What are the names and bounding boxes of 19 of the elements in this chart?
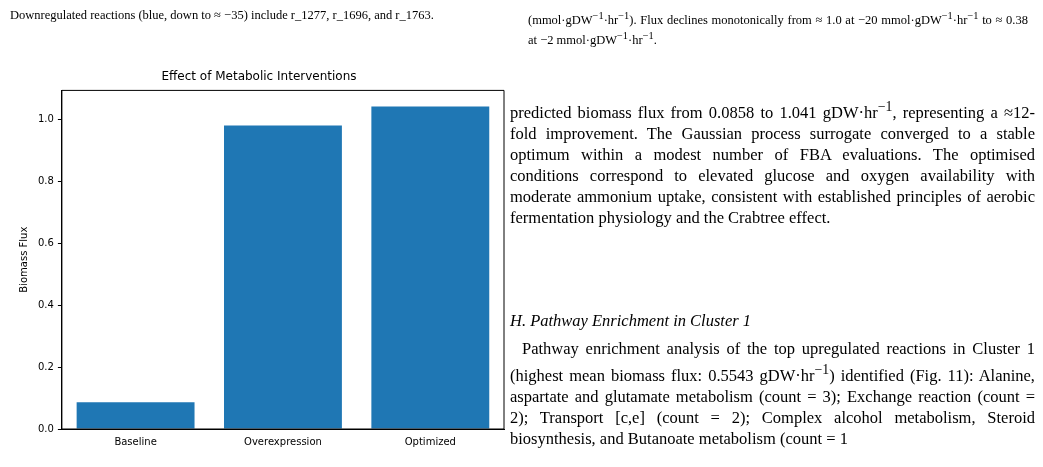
x-tick-label: Baseline [114, 435, 157, 447]
y-tick-label: 0.8 [38, 174, 54, 186]
y-tick-label: 1.0 [38, 112, 54, 124]
text: Pathway enrichment analysis of the top upregulated reactions in Cluster 1 (highest mean biomass flux: 0.5543 gDW·hr$^{−1}$) identified (Fig. 11): Alanine, aspartate and glutamate metabolism (count = 3); Exchange reaction (count = 2); Transport [c,e] (count = 2); Complex alcohol metabolism, Steroid biosynthesis, and Butanoate metabolism (count = 1 [510, 338, 1035, 449]
y-tick-label: 0.4 [38, 298, 54, 310]
text: predicted biomass flux from 0.0858 to 1.041 gDW·hr$^{−1}$, representing a ≈12-fold improvement. The Gaussian process surrogate converged to a stable optimum within a modest number of FBA evaluations. The optimised conditions correspond to elevated glucose and oxygen availability with moderate ammonium uptake, consistent with established principles of aerobic fermentation physiology and the Crabtree effect. [510, 98, 1035, 228]
chart-title: Effect of Metabolic Interventions [161, 69, 357, 84]
bar [371, 106, 490, 429]
bar [224, 125, 342, 429]
y-axis-title: Biomass Flux [17, 226, 29, 293]
text: (mmol·gDW$^{−1}$·hr$^{−1}$). Flux declines monotonically from ≈ 1.0 at −20 mmol·gDW$^{−1}$·hr$^{−1}$ to ≈ 0.38 at −2 mmol·gDW$^{−1}$·hr$^{−1}$. [528, 10, 1028, 48]
text: Downregulated reactions (blue, down to ≈ −35) include r_1277, r_1696, and r_1763. [10, 8, 435, 23]
x-tick-label: Optimized [404, 435, 456, 447]
y-tick-label: 0.0 [38, 422, 54, 434]
x-tick-label: Overexpression [244, 435, 322, 447]
text: H. Pathway Enrichment in Cluster 1 [510, 310, 753, 331]
bar [76, 402, 195, 429]
y-tick-label: 0.6 [38, 236, 54, 248]
y-tick-label: 0.2 [38, 360, 54, 372]
